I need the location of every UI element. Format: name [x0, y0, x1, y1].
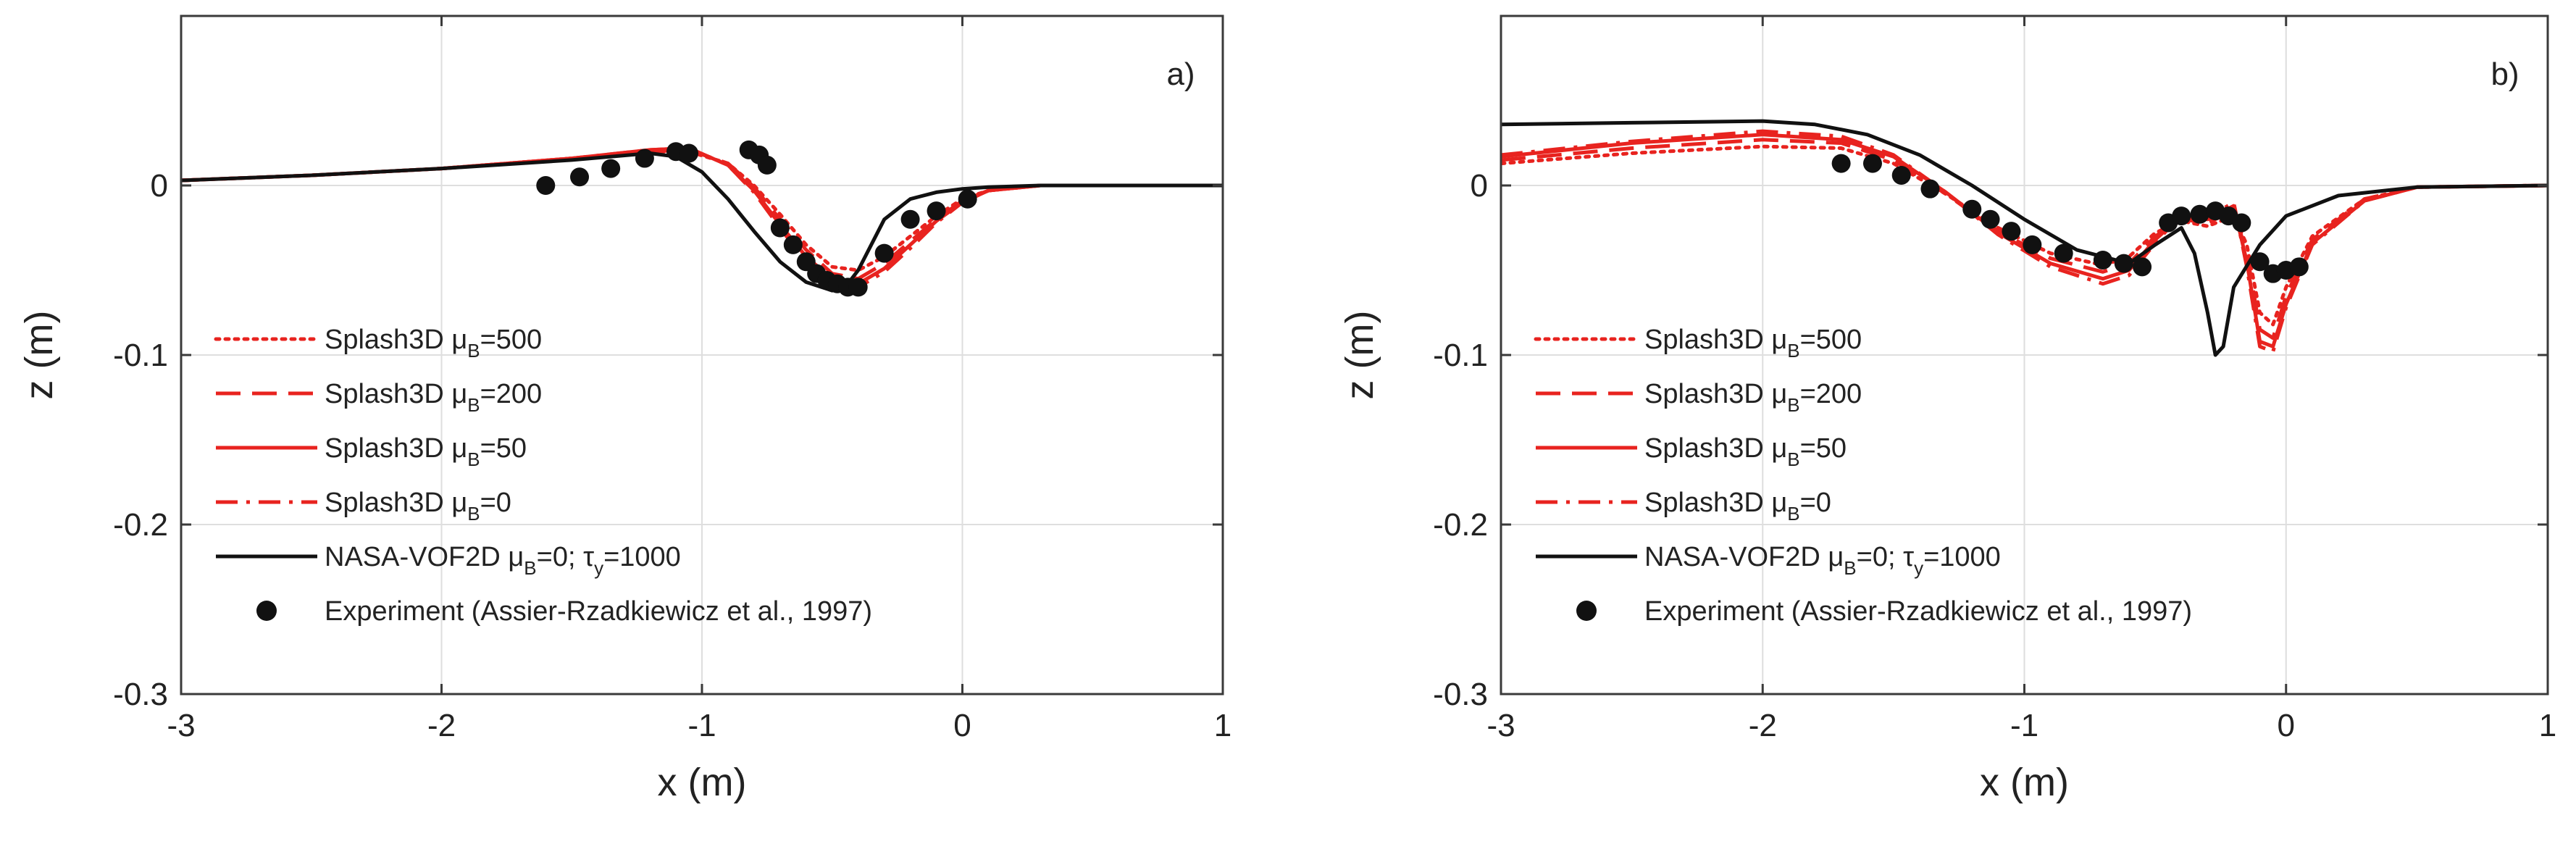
experiment-point — [679, 143, 699, 163]
y-tick-label: -0.2 — [113, 507, 168, 543]
series-line-solid — [1501, 119, 2548, 357]
experiment-point — [635, 149, 654, 168]
y-tick-label: 0 — [151, 168, 168, 204]
experiment-point — [770, 218, 790, 238]
experiment-point — [2093, 250, 2112, 270]
legend-label: Splash3D μB=200 — [325, 379, 542, 416]
legend-label: NASA-VOF2D μB=0; τy=1000 — [325, 542, 681, 579]
x-tick-label: -3 — [1486, 708, 1515, 743]
panel-label: a) — [1166, 57, 1195, 92]
x-tick-label: 0 — [2278, 708, 2295, 743]
y-tick-label: -0.2 — [1433, 507, 1488, 543]
experiment-point — [874, 243, 894, 263]
experiment-point — [783, 235, 803, 254]
experiment-point — [1981, 209, 2000, 229]
legend-label: Experiment (Assier-Rzadkiewicz et al., 1… — [325, 596, 872, 627]
panel-label: b) — [2491, 57, 2519, 92]
y-tick-label: -0.1 — [1433, 338, 1488, 373]
legend-label: Splash3D μB=50 — [1644, 433, 1847, 470]
experiment-point — [958, 189, 977, 209]
experiment-point — [601, 159, 621, 178]
series-group — [181, 140, 1223, 297]
experiment-point — [2232, 213, 2251, 233]
experiment-point — [1862, 154, 1882, 173]
experiment-point — [536, 176, 556, 195]
legend-label: Splash3D μB=200 — [1644, 379, 1862, 416]
x-tick-label: 1 — [2539, 708, 2556, 743]
experiment-point — [757, 155, 777, 175]
y-tick-label: 0 — [1471, 168, 1488, 204]
legend: Splash3D μB=500 Splash3D μB=200 Splash3D μ… — [214, 325, 872, 627]
experiment-point — [1831, 154, 1851, 173]
experiment-point — [2023, 235, 2042, 254]
x-axis-label: x (m) — [1980, 761, 2069, 804]
legend: Splash3D μB=500 Splash3D μB=200 Splash3D μ… — [1534, 325, 2192, 627]
x-tick-label: 0 — [953, 708, 971, 743]
experiment-point — [2002, 222, 2021, 241]
experiment-point — [927, 201, 946, 221]
experiment-point — [900, 209, 920, 229]
experiment-point — [848, 277, 868, 297]
x-tick-label: -3 — [167, 708, 195, 743]
legend-label: Splash3D μB=500 — [1644, 325, 1862, 362]
panel-b: -3 -2 -1 0 1 0 -0.1 -0.2 -0.3 x (m) z (m) b) Splash3… — [1338, 14, 2556, 804]
experiment-point — [2133, 257, 2152, 277]
legend-marker — [256, 601, 277, 621]
y-tick-label: -0.3 — [113, 677, 168, 712]
x-tick-label: -1 — [2010, 708, 2038, 743]
y-tick-label: -0.1 — [113, 338, 168, 373]
y-tick-label: -0.3 — [1433, 677, 1488, 712]
legend-label: Splash3D μB=500 — [325, 325, 542, 362]
x-tick-label: -2 — [1749, 708, 1777, 743]
legend-label: Splash3D μB=0 — [325, 488, 511, 525]
experiment-point — [2054, 243, 2073, 263]
experiment-point — [2250, 252, 2270, 272]
y-axis-label: z (m) — [17, 311, 61, 400]
experiment-point — [2190, 204, 2209, 224]
series-group — [1501, 119, 2548, 357]
legend-marker — [1576, 601, 1597, 621]
experiment-point — [570, 167, 590, 187]
experiment-point — [2114, 254, 2133, 273]
x-tick-label: -2 — [427, 708, 456, 743]
x-tick-label: -1 — [687, 708, 716, 743]
y-axis-label: z (m) — [1338, 311, 1381, 400]
legend-label: Splash3D μB=50 — [325, 433, 527, 470]
experiment-point — [1962, 199, 1982, 219]
panel-a: -3 -2 -1 0 1 0 -0.1 -0.2 -0.3 x (m) z (m) a) Splash3… — [17, 14, 1231, 804]
experiment-point — [2172, 206, 2191, 226]
experiment-point — [1891, 165, 1911, 185]
experiment-point — [2289, 257, 2309, 277]
legend-label: Splash3D μB=0 — [1644, 488, 1831, 525]
series-line-solid — [181, 151, 1223, 293]
experiment-point — [1920, 179, 1940, 199]
legend-label: Experiment (Assier-Rzadkiewicz et al., 1… — [1644, 596, 2192, 627]
legend-label: NASA-VOF2D μB=0; τy=1000 — [1644, 542, 2001, 579]
x-axis-label: x (m) — [658, 761, 747, 804]
x-tick-label: 1 — [1214, 708, 1231, 743]
